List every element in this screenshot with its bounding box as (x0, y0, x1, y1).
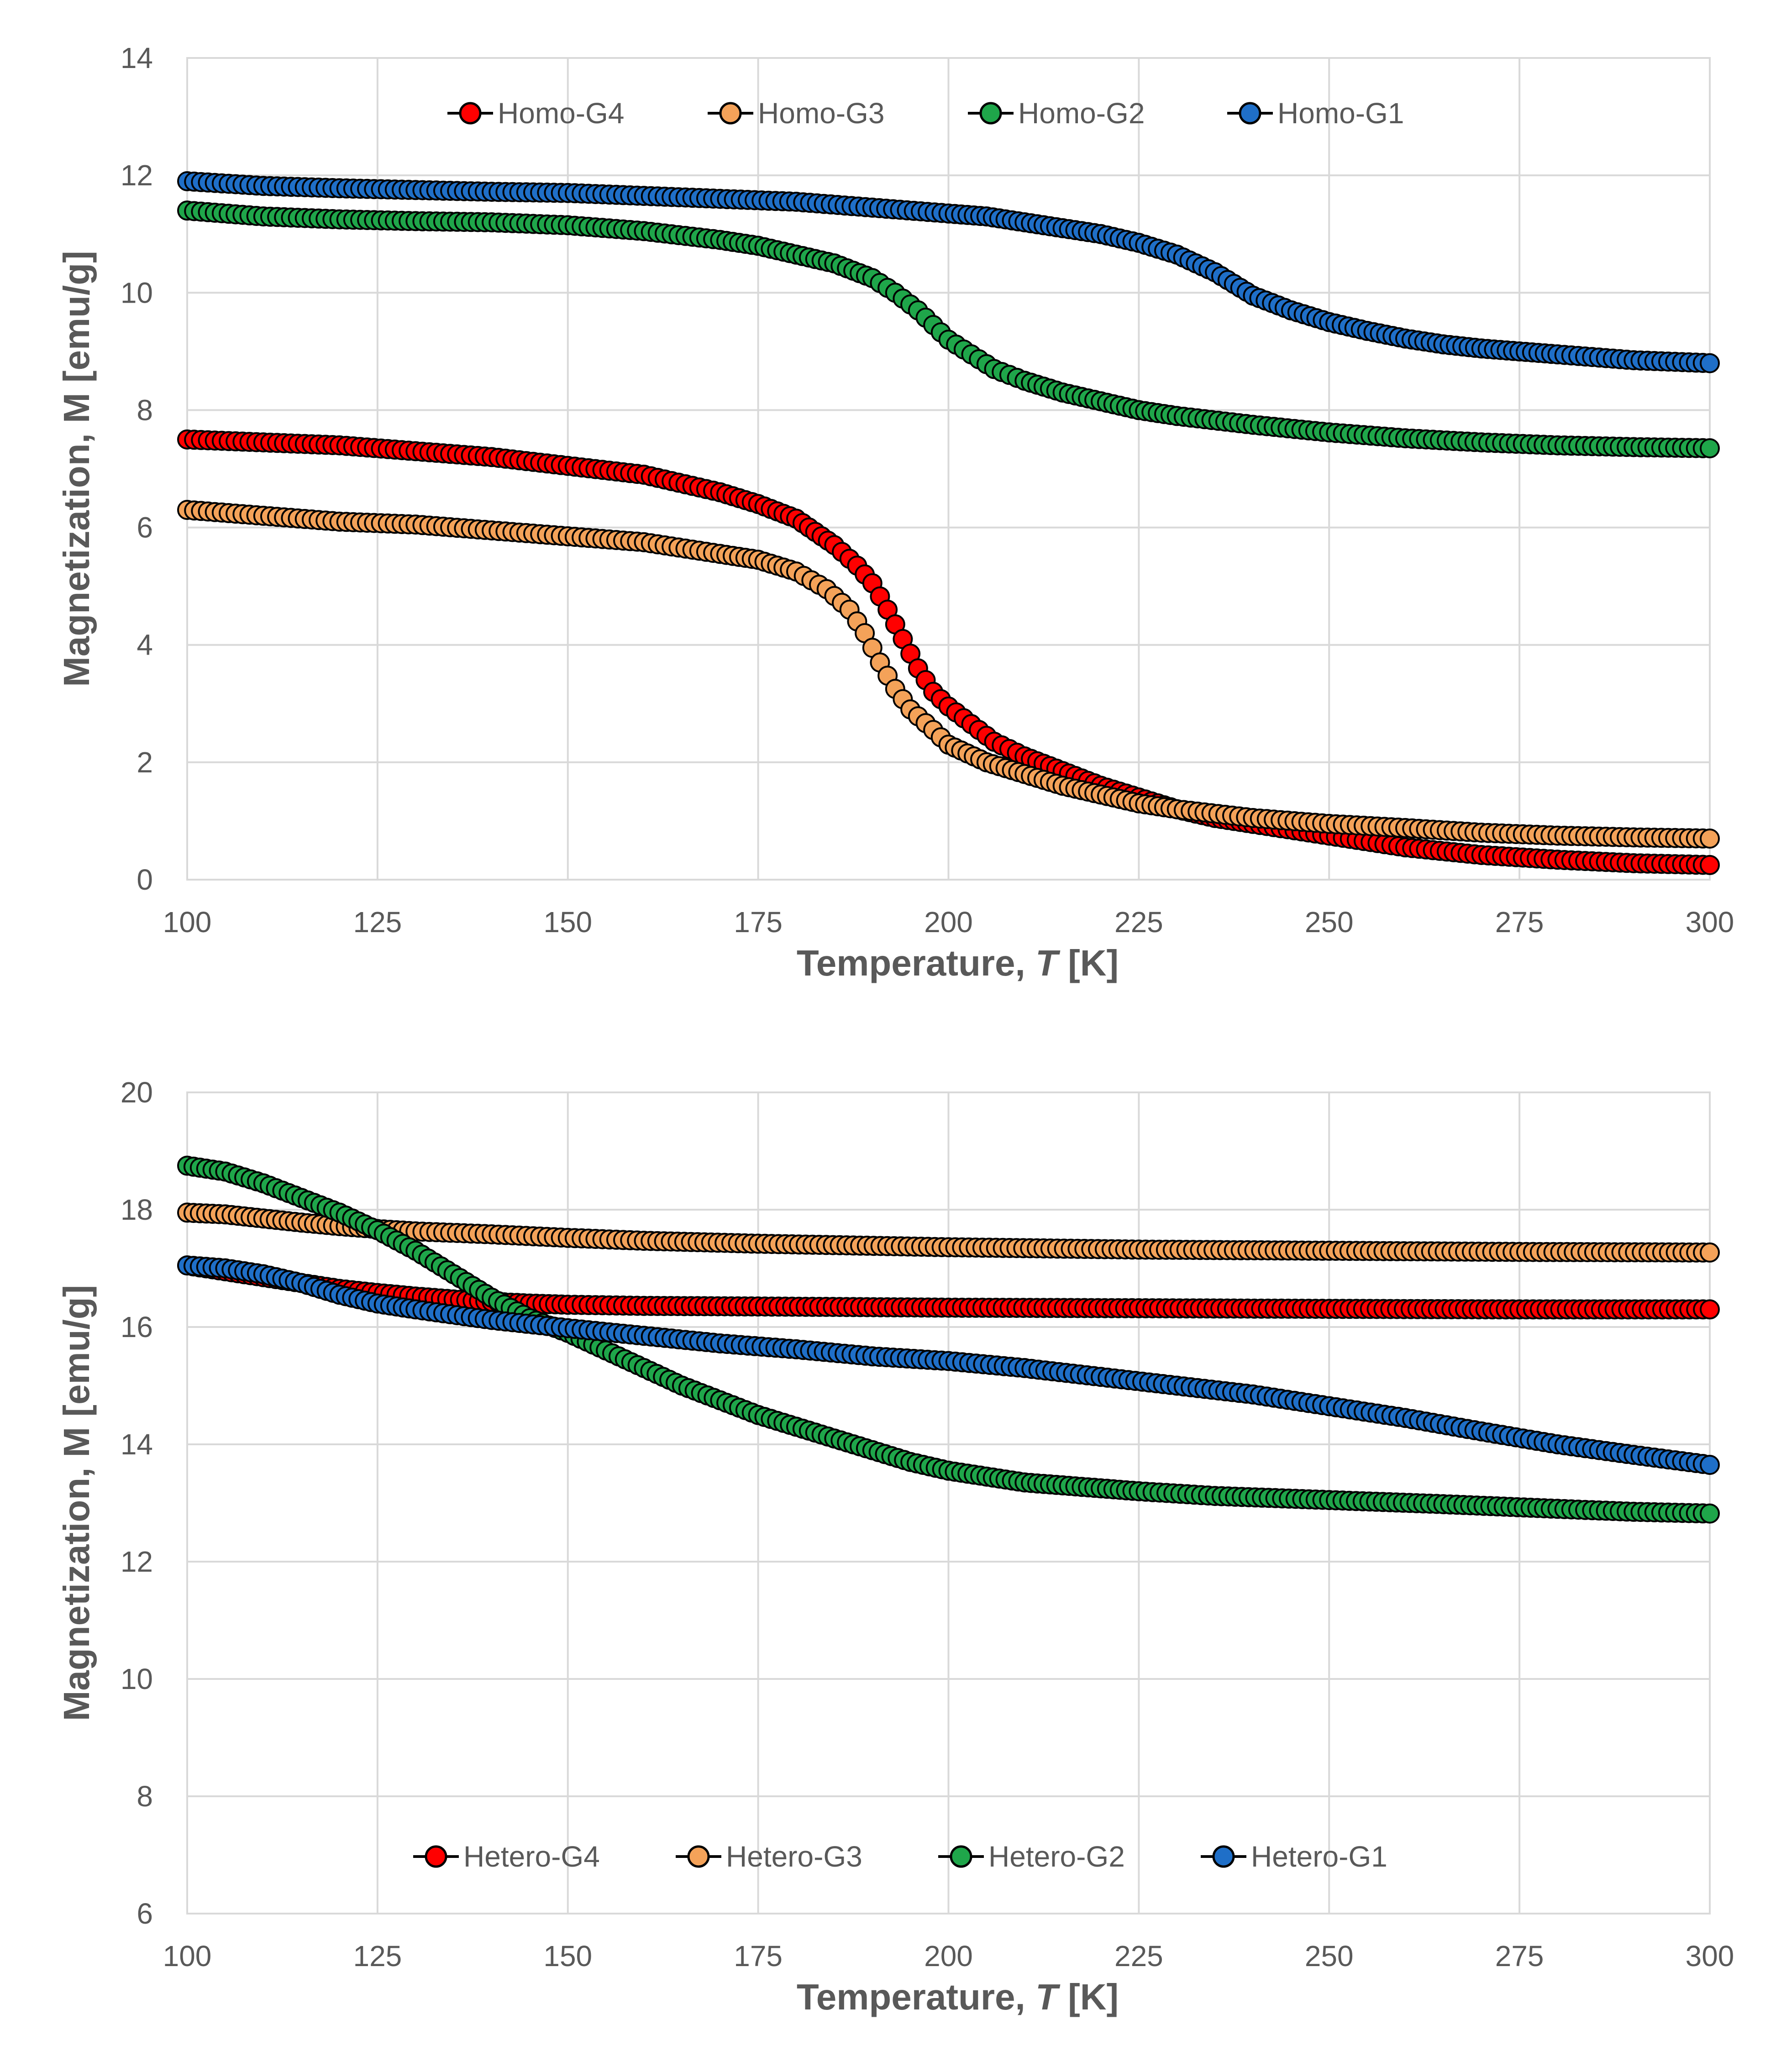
legend-marker (1212, 1845, 1235, 1868)
x-tick-label: 300 (1686, 906, 1734, 939)
data-point (1700, 829, 1720, 849)
x-tick-label: 175 (734, 906, 783, 939)
x-axis-title-unit: [K] (1058, 1977, 1119, 2017)
legend-item-homo-g1: Homo-G1 (1227, 97, 1404, 130)
data-point (1700, 1299, 1720, 1320)
y-tick-label: 6 (137, 1897, 153, 1930)
x-tick-label: 150 (543, 1940, 592, 1972)
x-tick-label: 125 (353, 906, 402, 939)
x-tick-label: 175 (734, 1940, 783, 1972)
x-axis-title: Temperature, T [K] (797, 1977, 1119, 2017)
plot-area (186, 57, 1711, 881)
legend-item-hetero-g3: Hetero-G3 (676, 1840, 862, 1873)
homo-chart: 0 2 4 6 8 10 12 14 100 125 150 175 200 225 250 275 300 Te… (56, 42, 1734, 983)
x-tick-label: 125 (353, 1940, 402, 1972)
legend-item-hetero-g1: Hetero-G1 (1201, 1840, 1387, 1873)
x-axis-title-text: Temperature, (797, 943, 1035, 983)
legend-label: Hetero-G4 (463, 1840, 600, 1873)
x-axis-title-text: Temperature, (797, 1977, 1035, 2017)
y-tick-label: 12 (121, 1545, 153, 1578)
x-axis-title-unit: [K] (1058, 943, 1119, 983)
legend-label: Hetero-G2 (988, 1840, 1125, 1873)
legend-label: Homo-G4 (498, 97, 624, 130)
legend-marker (1239, 102, 1261, 125)
x-tick-label: 300 (1686, 1940, 1734, 1972)
x-axis-title-variable: T (1035, 943, 1061, 983)
x-tick-label: 250 (1305, 1940, 1354, 1972)
y-tick-label: 14 (121, 1428, 153, 1461)
legend-item-homo-g3: Homo-G3 (708, 97, 884, 130)
x-tick-label: 100 (163, 1940, 212, 1972)
y-tick-label: 8 (137, 1780, 153, 1813)
x-tick-label: 250 (1305, 906, 1354, 939)
data-point (1700, 1242, 1720, 1263)
legend-label: Homo-G3 (758, 97, 884, 130)
y-tick-label: 18 (121, 1193, 153, 1226)
y-axis-title: Magnetization, M [emu/g] (56, 1285, 97, 1721)
x-tick-label: 100 (163, 906, 212, 939)
legend-label: Hetero-G3 (726, 1840, 862, 1873)
legend-marker (687, 1845, 710, 1868)
y-tick-label: 0 (137, 863, 153, 896)
x-axis-title-variable: T (1035, 1977, 1061, 2017)
legend-item-hetero-g4: Hetero-G4 (413, 1840, 600, 1873)
x-axis-title: Temperature, T [K] (797, 943, 1119, 983)
y-tick-label: 20 (121, 1076, 153, 1109)
x-tick-label: 200 (924, 906, 973, 939)
y-tick-label: 6 (137, 511, 153, 544)
x-tick-label: 225 (1114, 1940, 1163, 1972)
legend-marker (719, 102, 742, 125)
data-point (1700, 353, 1720, 373)
series-homo-g2 (177, 200, 1720, 458)
legend-label: Homo-G2 (1018, 97, 1145, 130)
series-hetero-g4 (177, 1255, 1720, 1320)
legend-marker (459, 102, 482, 125)
legend-marker (950, 1845, 972, 1868)
x-tick-label: 150 (543, 906, 592, 939)
y-axis-title: Magnetization, M [emu/g] (56, 251, 97, 687)
legend-marker (979, 102, 1002, 125)
legend-item-homo-g2: Homo-G2 (968, 97, 1145, 130)
legend-label: Homo-G1 (1277, 97, 1404, 130)
data-point (1700, 1455, 1720, 1475)
data-point (1700, 855, 1720, 875)
y-tick-label: 16 (121, 1311, 153, 1343)
series-homo-g3 (177, 500, 1720, 849)
y-tick-label: 4 (137, 629, 153, 661)
legend-item-homo-g4: Homo-G4 (447, 97, 624, 130)
x-tick-label: 225 (1114, 906, 1163, 939)
legend-marker (425, 1845, 447, 1868)
x-tick-label: 200 (924, 1940, 973, 1972)
series-hetero-g1 (177, 1255, 1720, 1475)
legend-item-hetero-g2: Hetero-G2 (938, 1840, 1125, 1873)
y-tick-label: 2 (137, 746, 153, 779)
x-tick-label: 275 (1495, 906, 1544, 939)
y-tick-label: 8 (137, 393, 153, 426)
series-homo-g1 (177, 171, 1720, 373)
x-tick-label: 275 (1495, 1940, 1544, 1972)
data-point (1700, 1503, 1720, 1524)
legend-label: Hetero-G1 (1251, 1840, 1387, 1873)
y-tick-label: 10 (121, 276, 153, 309)
plot-area (186, 1091, 1711, 1915)
y-tick-label: 12 (121, 159, 153, 192)
series-hetero-g2 (177, 1155, 1720, 1524)
y-tick-label: 14 (121, 42, 153, 74)
hetero-chart: 6 8 10 12 14 16 18 20 100 125 150 175 200 225 250 275 30… (56, 1076, 1734, 2017)
data-point (1700, 438, 1720, 458)
y-tick-label: 10 (121, 1663, 153, 1695)
